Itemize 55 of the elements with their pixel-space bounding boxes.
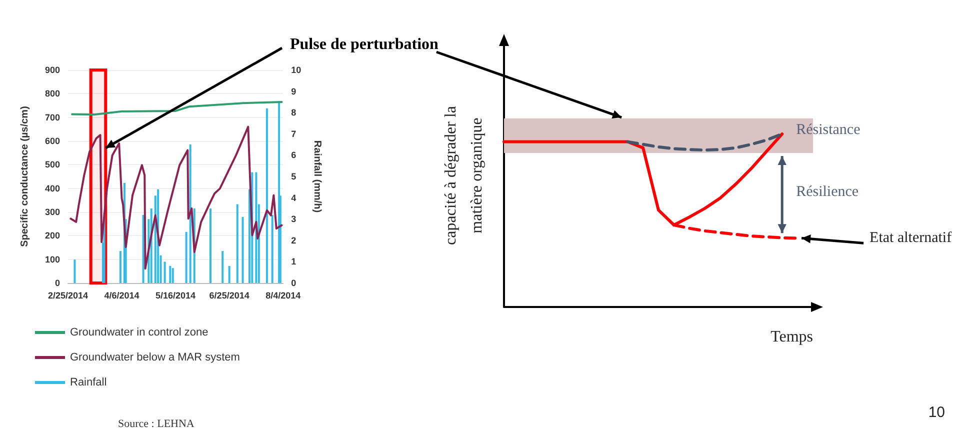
y-tick-label: 300	[44, 207, 60, 217]
text: Pulse de perturbation	[290, 36, 438, 54]
line-series	[71, 100, 283, 116]
y2-tick-label: 1	[291, 256, 296, 267]
y-tick-label: 200	[44, 230, 60, 241]
y2-tick-label: 0	[291, 278, 296, 288]
y2-tick-label: 5	[291, 172, 296, 182]
x-tick-label: 6/25/2014	[209, 290, 250, 300]
bar	[222, 251, 224, 283]
y-tick-label: 0	[54, 278, 60, 288]
bar	[185, 232, 188, 283]
bar	[242, 216, 244, 283]
y2-tick-label: 6	[291, 150, 296, 160]
y-tick-label: 700	[44, 112, 60, 122]
legend-label: Groundwater in control zone	[70, 326, 208, 338]
y2-tick-label: 8	[291, 108, 296, 118]
annotation: Résilience	[796, 184, 859, 201]
y2-axis-title: Rainfall (mm/h)	[312, 140, 322, 213]
legend-label: Groundwater below a MAR system	[70, 352, 240, 364]
y-tick-label: 900	[44, 65, 60, 75]
bar	[169, 266, 172, 283]
y-tick-label: 600	[44, 136, 60, 146]
line-series	[70, 126, 283, 270]
bar	[228, 266, 230, 283]
bar	[209, 208, 212, 283]
x-tick-label: 5/16/2014	[156, 290, 196, 300]
annotation: Résistance	[796, 122, 860, 139]
legend-label: Rainfall	[70, 376, 107, 388]
bar	[119, 251, 122, 283]
bar	[266, 108, 268, 283]
y-tick-label: 500	[44, 160, 60, 170]
bar	[189, 144, 192, 283]
bar	[164, 262, 166, 283]
bar	[271, 214, 274, 283]
y2-tick-label: 7	[291, 128, 296, 139]
y2-tick-label: 9	[291, 86, 296, 96]
y-axis-title: capacité à dégrader la matière organique	[442, 106, 486, 246]
text: Etat alternatif	[870, 230, 952, 248]
x-tick-label: 8/4/2014	[266, 290, 301, 300]
x-tick-label: 2/25/2014	[48, 290, 88, 300]
x-axis-title: Temps	[770, 328, 813, 346]
y-tick-label: 400	[44, 183, 60, 194]
y-tick-label: 800	[44, 88, 60, 99]
y2-tick-label: 4	[291, 192, 296, 203]
bar	[74, 260, 76, 283]
bar	[236, 204, 238, 283]
x-tick-label: 4/6/2014	[104, 290, 140, 300]
y2-tick-label: 3	[291, 214, 296, 224]
y2-tick-label: 2	[291, 235, 296, 246]
y2-tick-label: 10	[291, 65, 302, 75]
text: 10	[928, 404, 945, 421]
y-axis-title: Specific conductance (µs/cm)	[20, 106, 30, 247]
y-tick-label: 100	[44, 254, 60, 264]
source-note: Source : LEHNA	[118, 418, 194, 430]
bar	[172, 268, 174, 283]
